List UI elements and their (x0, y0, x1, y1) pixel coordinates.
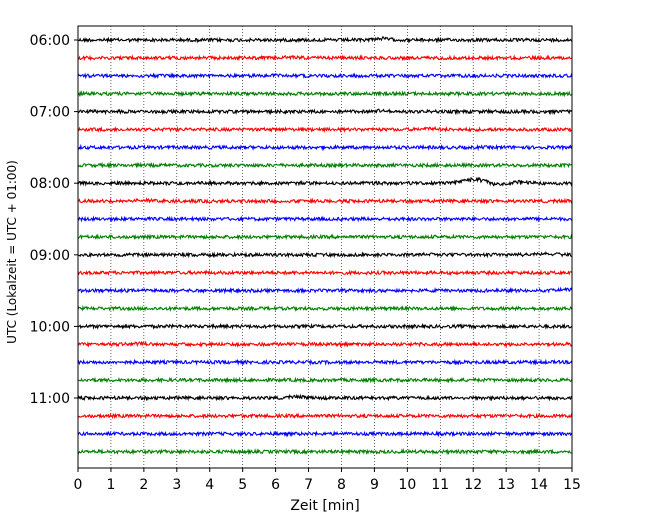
x-tick-label: 0 (74, 477, 83, 493)
trace-0945 (77, 304, 573, 312)
x-axis-label: Zeit [min] (290, 498, 359, 514)
x-tick-label: 9 (370, 477, 379, 493)
trace-0645 (77, 90, 573, 98)
trace-1030 (77, 358, 573, 366)
trace-1045 (77, 376, 573, 384)
x-tick-label: 6 (271, 477, 280, 493)
x-tick-label: 8 (337, 477, 346, 493)
x-tick-label: 12 (464, 477, 482, 493)
x-tick-label: 10 (398, 477, 416, 493)
x-tick-label: 1 (106, 477, 115, 493)
y-tick-label: 11:00 (30, 391, 70, 407)
trace-0715 (77, 125, 573, 134)
x-tick-label: 2 (139, 477, 148, 493)
x-tick-label: 7 (304, 477, 313, 493)
x-tick-label: 15 (563, 477, 581, 493)
plot-frame (77, 25, 573, 469)
trace-1130 (77, 430, 573, 438)
trace-1115 (77, 412, 573, 420)
trace-0900 (77, 251, 573, 259)
trace-1145 (77, 448, 573, 456)
trace-1015 (77, 340, 573, 348)
y-tick-label: 10:00 (30, 319, 70, 335)
x-axis-ticks: 0 1 2 3 4 5 6 7 8 9 10 11 12 13 14 15 (74, 468, 581, 493)
trace-0700 (77, 108, 573, 116)
trace-0815 (77, 197, 573, 205)
y-axis-ticks: 06:00 07:00 08:00 09:00 10:00 11:00 (30, 33, 78, 407)
x-tick-label: 4 (205, 477, 214, 493)
y-tick-label: 08:00 (30, 176, 70, 192)
trace-0730 (77, 143, 573, 152)
x-tick-label: 14 (530, 477, 548, 493)
x-tick-label: 3 (172, 477, 181, 493)
trace-0800 (77, 176, 573, 187)
trace-0915 (77, 269, 573, 277)
trace-0615 (77, 54, 573, 62)
x-tick-label: 11 (431, 477, 449, 493)
y-tick-label: 06:00 (30, 33, 70, 49)
y-tick-label: 07:00 (30, 105, 70, 121)
trace-0930 (77, 286, 573, 295)
trace-0830 (77, 215, 573, 223)
trace-0745 (77, 161, 573, 169)
trace-0600 (77, 36, 572, 44)
trace-1100 (77, 393, 573, 402)
trace-group (77, 36, 573, 456)
x-tick-label: 13 (497, 477, 515, 493)
trace-0630 (77, 72, 573, 80)
x-tick-label: 5 (238, 477, 247, 493)
trace-1000 (77, 322, 573, 331)
trace-0845 (77, 233, 573, 241)
y-tick-label: 09:00 (30, 248, 70, 264)
y-axis-label: UTC (Lokalzeit = UTC + 01:00) (5, 160, 19, 344)
